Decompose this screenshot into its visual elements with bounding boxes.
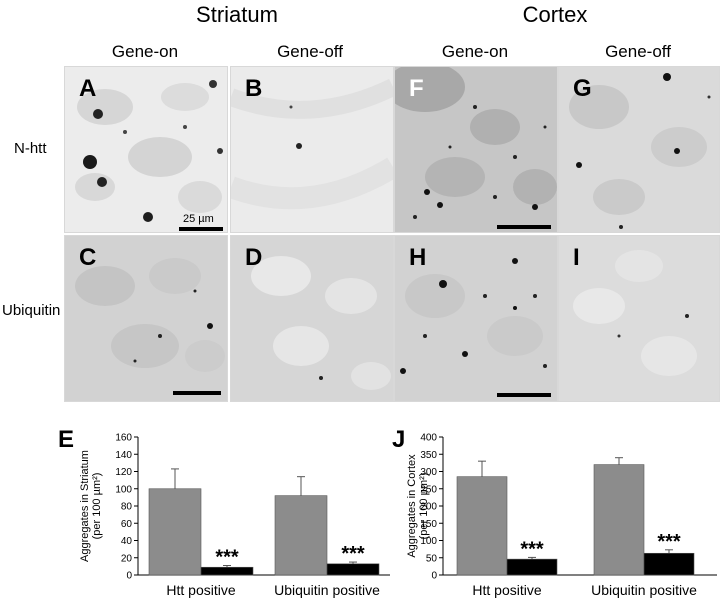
chart-j-ylabel-line-2: (per 100 µm²) <box>418 473 430 540</box>
panel-letter-h: H <box>409 244 427 271</box>
micrograph-panel-i: I <box>558 235 720 402</box>
chart-e-ytick-label: 80 <box>121 502 133 513</box>
chart-j-ytick-label: 50 <box>426 553 438 564</box>
chart-e-bar-1-1 <box>148 488 202 576</box>
bar-chart-cortex: Aggregates in Cortex (per 100 µm²) 0 50 100 1… <box>406 433 717 598</box>
micrograph-panel-a: A 25 µm <box>64 66 228 233</box>
micrograph-panel-h: H <box>394 235 558 402</box>
chart-e-bar-2-2 <box>326 563 380 576</box>
scale-label-a: 25 µm <box>183 213 214 225</box>
chart-j-bar-1-1 <box>456 476 508 576</box>
chart-j-ytick-label: 100 <box>420 536 437 547</box>
chart-e-significance-2: *** <box>341 543 365 565</box>
chart-e-category-label-2: Ubiquitin positive <box>274 582 380 598</box>
chart-e-ytick-label: 140 <box>115 450 132 461</box>
chart-j-ytick-label: 300 <box>420 467 437 478</box>
col-label-cortex-gene-on: Gene-on <box>441 42 509 61</box>
chart-j-bar-2-1 <box>593 464 645 576</box>
panel-letter-b: B <box>245 75 263 102</box>
chart-letter-j: J <box>392 426 406 453</box>
micrograph-texture-d <box>231 236 393 401</box>
chart-e-ytick-label: 20 <box>121 553 133 564</box>
row-label-ubiquitin: Ubiquitin <box>2 302 61 319</box>
col-label-striatum-gene-off: Gene-off <box>277 42 343 61</box>
micrograph-texture-f <box>395 67 557 232</box>
chart-j-category-label-2: Ubiquitin positive <box>591 582 697 598</box>
chart-j-ytick-label: 400 <box>420 433 437 444</box>
micrograph-texture-h <box>395 236 557 401</box>
chart-e-ytick-label: 100 <box>115 484 132 495</box>
micrograph-texture-c <box>65 236 227 401</box>
panel-letter-g: G <box>573 75 592 102</box>
col-label-striatum-gene-on: Gene-on <box>111 42 179 61</box>
chart-e-ytick-label: 60 <box>121 519 133 530</box>
chart-e-ylabel-line-1: Aggregates in Striatum <box>79 450 91 562</box>
micrograph-texture-i <box>559 236 719 401</box>
chart-e-category-label-1: Htt positive <box>166 582 235 598</box>
micrograph-texture-g <box>559 67 719 232</box>
scale-bar-f <box>497 225 551 229</box>
chart-j-ytick-label: 250 <box>420 484 437 495</box>
chart-e-bar-2-1 <box>274 495 328 576</box>
chart-j-bar-1-2 <box>506 558 558 576</box>
micrograph-panel-f: F <box>394 66 558 233</box>
chart-e-ylabel-line-2: (per 100 µm²) <box>91 473 103 540</box>
scale-bar-h <box>497 393 551 397</box>
micrograph-panel-d: D <box>230 235 394 402</box>
chart-j-significance-1: *** <box>520 538 544 560</box>
chart-j-category-label-1: Htt positive <box>472 582 541 598</box>
chart-j-bar-2-2 <box>643 552 695 576</box>
scale-bar-a <box>179 227 223 231</box>
chart-j-ylabel-line-1: Aggregates in Cortex <box>406 454 418 558</box>
col-label-cortex-gene-off: Gene-off <box>605 42 671 61</box>
chart-j-ytick-label: 150 <box>420 519 437 530</box>
chart-e-ytick-label: 120 <box>115 467 132 478</box>
micrograph-panel-c: C <box>64 235 228 402</box>
micrograph-texture-a <box>65 67 227 232</box>
chart-j-ytick-label: 200 <box>420 502 437 513</box>
micrograph-texture-b <box>231 67 393 232</box>
row-label-nhtt: N-htt <box>14 140 47 157</box>
panel-letter-i: I <box>573 244 580 271</box>
scale-bar-c <box>173 391 221 395</box>
chart-j-significance-2: *** <box>657 531 681 553</box>
chart-e-ytick-label: 0 <box>126 571 132 582</box>
bar-chart-striatum: Aggregates in Striatum (per 100 µm²) 0 20 40… <box>79 433 390 598</box>
chart-e-ytick-label: 40 <box>121 536 133 547</box>
chart-letter-e: E <box>58 426 75 453</box>
panel-letter-d: D <box>245 244 263 271</box>
micrograph-panel-b: B <box>230 66 394 233</box>
chart-e-ytick-label: 160 <box>115 433 132 444</box>
panel-letter-f: F <box>409 75 424 102</box>
striatum-title: Striatum <box>196 2 278 27</box>
micrograph-panel-g: G <box>558 66 720 233</box>
chart-j-ytick-label: 350 <box>420 450 437 461</box>
panel-letter-c: C <box>79 244 97 271</box>
panel-letter-a: A <box>79 75 97 102</box>
chart-j-ytick-label: 0 <box>431 571 437 582</box>
cortex-title: Cortex <box>522 2 588 27</box>
chart-e-significance-1: *** <box>215 547 239 569</box>
